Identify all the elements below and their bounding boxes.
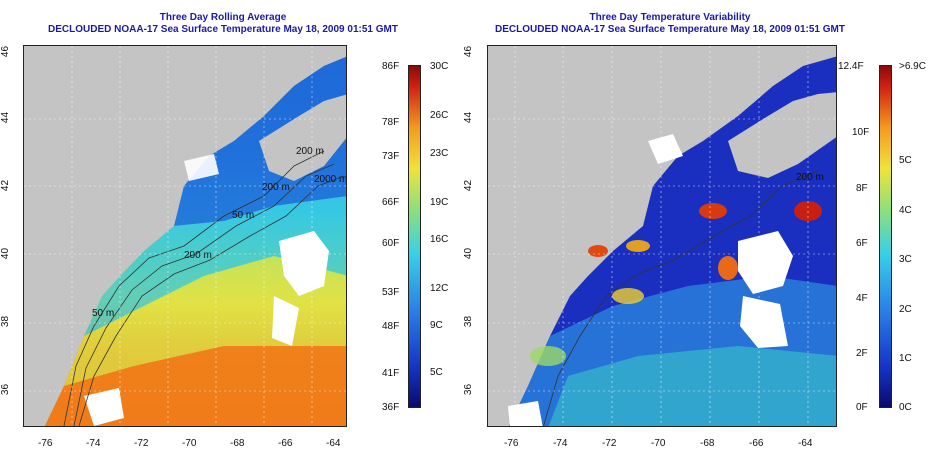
right-colorbar-f-label: 6F	[856, 238, 868, 249]
right-y-tick: 40	[463, 247, 475, 260]
right-colorbar-f-label: 2F	[856, 348, 868, 359]
contour-label: 2000 m	[314, 174, 347, 185]
left-x-tick: -74	[86, 438, 101, 449]
left-colorbar-c-label: 30C	[430, 61, 449, 72]
left-x-tick: -64	[326, 438, 341, 449]
contour-label: 50 m	[92, 308, 115, 319]
left-y-tick: 44	[0, 111, 12, 124]
left-colorbar-f-label: 86F	[382, 61, 400, 72]
right-y-tick: 46	[463, 45, 475, 58]
contour-label: 200 m	[184, 250, 212, 261]
left-sst-map: 200 m 2000 m 200 m 50 m 200 m 50 m	[23, 45, 347, 427]
right-x-tick: -68	[700, 438, 715, 449]
left-y-tick: 46	[0, 45, 12, 58]
left-colorbar-f-label: 78F	[382, 117, 400, 128]
right-colorbar-f-label: 0F	[856, 402, 868, 413]
right-y-tick: 38	[463, 315, 475, 328]
left-x-tick: -72	[134, 438, 149, 449]
left-colorbar-f-label: 60F	[382, 238, 400, 249]
left-colorbar-f-label: 73F	[382, 151, 400, 162]
right-title-line2: DECLOUDED NOAA-17 Sea Surface Temperatur…	[495, 24, 845, 35]
right-colorbar-f-label: 4F	[856, 293, 868, 304]
left-colorbar-f-label: 66F	[382, 197, 400, 208]
left-colorbar-f-label: 41F	[382, 368, 400, 379]
right-title-line1: Three Day Temperature Variability	[589, 12, 751, 23]
left-colorbar-c-label: 23C	[430, 148, 449, 159]
right-colorbar-c-label: 5C	[899, 155, 912, 166]
right-x-tick: -76	[504, 438, 519, 449]
left-x-tick: -70	[182, 438, 197, 449]
left-title-line1: Three Day Rolling Average	[159, 12, 287, 23]
contour-label: 200 m	[262, 182, 290, 193]
right-x-tick: -66	[749, 438, 764, 449]
left-colorbar-c-label: 16C	[430, 234, 449, 245]
right-colorbar-c-label: 3C	[899, 254, 912, 265]
right-colorbar-f-label: 8F	[856, 183, 868, 194]
left-colorbar-c-label: 19C	[430, 197, 449, 208]
left-y-tick: 40	[0, 247, 12, 260]
right-x-tick: -72	[602, 438, 617, 449]
left-colorbar-f-label: 53F	[382, 287, 400, 298]
right-y-tick: 42	[463, 179, 475, 192]
right-colorbar-c-label: 0C	[899, 402, 912, 413]
right-x-tick: -74	[553, 438, 568, 449]
left-y-tick: 38	[0, 315, 12, 328]
right-x-tick: -64	[798, 438, 813, 449]
left-colorbar	[408, 65, 421, 408]
right-colorbar-c-label: >6.9C	[899, 61, 926, 72]
contour-label: 200 m	[296, 146, 324, 157]
left-colorbar-c-label: 5C	[430, 367, 443, 378]
contour-label: 50 m	[232, 210, 255, 221]
left-y-tick: 42	[0, 179, 12, 192]
right-colorbar	[879, 65, 892, 408]
right-colorbar-f-label: 10F	[852, 127, 870, 138]
left-x-tick: -68	[230, 438, 245, 449]
left-colorbar-f-label: 36F	[382, 402, 400, 413]
right-colorbar-c-label: 1C	[899, 353, 912, 364]
left-x-tick: -76	[38, 438, 53, 449]
right-colorbar-c-label: 4C	[899, 205, 912, 216]
contour-label: 200 m	[796, 172, 824, 183]
left-title-line2: DECLOUDED NOAA-17 Sea Surface Temperatur…	[48, 24, 398, 35]
right-y-tick: 44	[463, 111, 475, 124]
right-colorbar-c-label: 2C	[899, 304, 912, 315]
right-x-tick: -70	[651, 438, 666, 449]
left-y-tick: 36	[0, 383, 12, 396]
right-variability-map: 200 m	[487, 45, 837, 427]
right-y-tick: 36	[463, 383, 475, 396]
left-colorbar-c-label: 12C	[430, 283, 449, 294]
left-colorbar-c-label: 26C	[430, 110, 449, 121]
left-x-tick: -66	[278, 438, 293, 449]
right-colorbar-f-label: 12.4F	[838, 61, 864, 72]
left-colorbar-f-label: 48F	[382, 321, 400, 332]
left-colorbar-c-label: 9C	[430, 320, 443, 331]
